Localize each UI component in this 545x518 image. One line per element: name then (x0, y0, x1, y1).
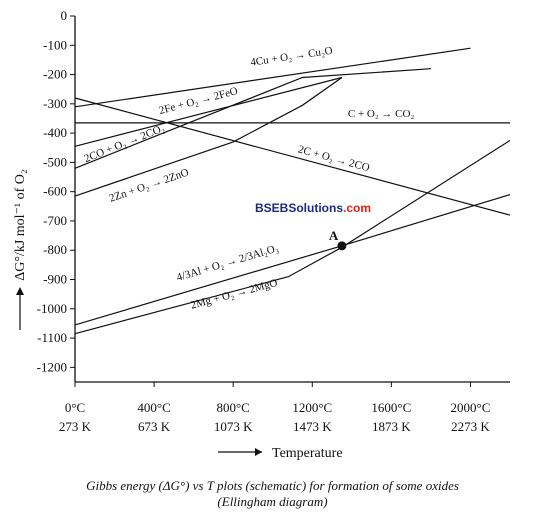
x-tick-label-celsius: 2000°C (451, 400, 491, 415)
y-tick-label: -400 (43, 125, 67, 140)
y-tick-label: -1200 (37, 359, 67, 374)
series-label-2: 2Fe + O₂ → 2FeO (158, 85, 239, 117)
series-label-7: 4/3Al + O₂ → 2/3Al₂O₃ (175, 242, 280, 284)
point-A-marker (337, 241, 347, 251)
x-tick-label-celsius: 1200°C (292, 400, 332, 415)
watermark: BSEBSolutions.com (255, 201, 371, 215)
annotations: A (329, 228, 347, 251)
series-line-6 (74, 77, 343, 197)
x-tick-label-kelvin: 1073 K (214, 419, 253, 434)
x-axis-arrow-head (255, 448, 262, 456)
y-axis-arrow-head (16, 287, 24, 295)
caption-line-1: Gibbs energy (ΔG°) vs T plots (schematic… (86, 478, 459, 493)
x-tick-label-kelvin: 273 K (59, 419, 92, 434)
x-tick-label-kelvin: 1473 K (293, 419, 332, 434)
y-tick-label: -600 (43, 184, 67, 199)
series-line-1 (74, 47, 471, 108)
series-line-4 (74, 68, 431, 169)
series-label-4: 2CO + O₂ → 2CO₂ (83, 122, 167, 165)
y-tick-label: -800 (43, 242, 67, 257)
watermark-domain: .com (343, 201, 372, 215)
series-line-5 (74, 97, 511, 216)
x-tick-label-celsius: 400°C (137, 400, 170, 415)
y-tick-label: -900 (43, 272, 67, 287)
x-tick-label-kelvin: 1873 K (372, 419, 411, 434)
x-tick-label-celsius: 800°C (216, 400, 249, 415)
series-label-6: 2Zn + O₂ → 2ZnO (108, 166, 191, 204)
series-label-1: 4Cu + O₂ → Cu₂O (250, 45, 334, 69)
y-axis-title: ΔG°/kJ mol⁻¹ of O₂ (13, 169, 28, 281)
watermark-name: BSEBSolutions (255, 201, 344, 215)
series-label-5: 2C + O₂ → 2CO (297, 143, 371, 174)
x-axis-title: Temperature (272, 446, 343, 461)
series-label-8: 2Mg + O₂ → 2MgO (189, 277, 279, 312)
y-tick-label: -1100 (37, 330, 67, 345)
series-line-8 (74, 139, 511, 335)
caption-line-2: (Ellingham diagram) (217, 494, 328, 509)
axes: 0 -100 -200 -300 -400 -500 -600 -700 -800 -900 -10… (13, 8, 510, 461)
x-tick-label-kelvin: 673 K (138, 419, 171, 434)
y-tick-label: -100 (43, 37, 67, 52)
x-tick-label-celsius: 1600°C (371, 400, 411, 415)
watermark-text: BSEBSolutions.com (255, 201, 371, 215)
point-A-label: A (329, 228, 339, 243)
x-tick-label-celsius: 0°C (65, 400, 85, 415)
series-label-3: C + O₂ → CO₂ (348, 108, 415, 120)
y-tick-label: -500 (43, 154, 67, 169)
y-tick-label: 0 (61, 8, 68, 23)
series-labels: 4Cu + O₂ → Cu₂O 2Fe + O₂ → 2FeO C + O₂ → C… (83, 45, 415, 312)
y-tick-label: -200 (43, 67, 67, 82)
y-tick-label: -700 (43, 213, 67, 228)
x-tick-label-kelvin: 2273 K (451, 419, 490, 434)
series-line-2 (74, 76, 343, 147)
y-tick-label: -300 (43, 96, 67, 111)
caption: Gibbs energy (ΔG°) vs T plots (schematic… (0, 478, 545, 510)
y-tick-label: -1000 (37, 301, 67, 316)
